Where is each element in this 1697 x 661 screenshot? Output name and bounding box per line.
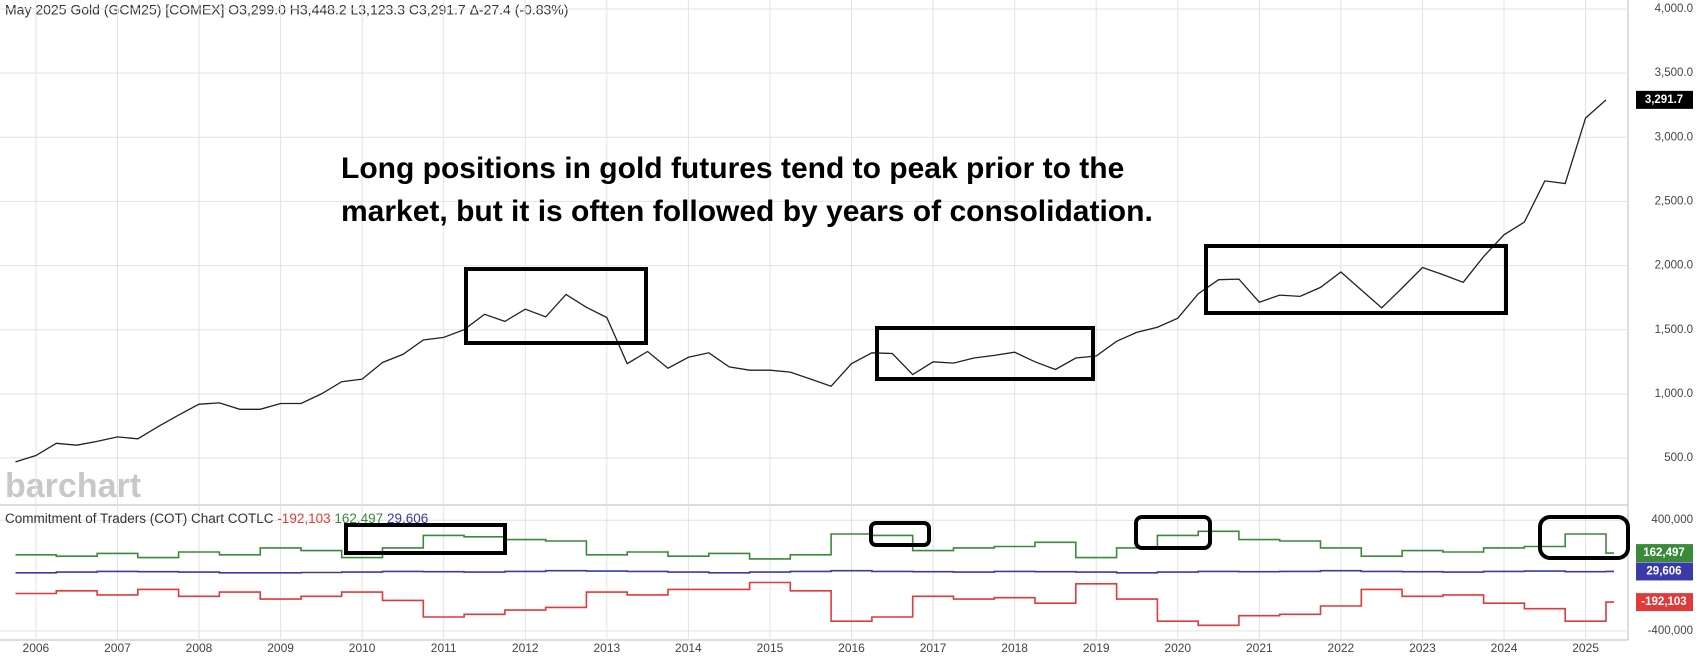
last-value-flag [1636, 593, 1693, 612]
price-line [15, 99, 1607, 463]
x-tick-label: 2017 [920, 641, 947, 655]
highlight-box [464, 267, 648, 345]
highlight-box [344, 523, 507, 555]
y-tick-label: 3,000.0 [1655, 131, 1693, 143]
x-tick-label: 2021 [1246, 641, 1273, 655]
y-tick-label: 2,000.0 [1655, 260, 1693, 272]
y-tick-label: 500.0 [1664, 452, 1693, 464]
annotation: Long positions in gold futures tend to p… [341, 152, 1124, 185]
cot-line [15, 581, 1614, 627]
x-tick-label: 2013 [593, 641, 620, 655]
x-tick-label: 2024 [1491, 641, 1518, 655]
x-tick-label: 2008 [186, 641, 213, 655]
last-value-label: 162,497 [1643, 547, 1685, 559]
y-tick-label: 1,500.0 [1655, 324, 1693, 336]
last-value-label: 3,291.7 [1645, 94, 1683, 106]
x-tick-label: 2015 [757, 641, 784, 655]
x-tick-label: 2011 [431, 641, 457, 655]
y-tick-label: 400,000 [1651, 514, 1693, 526]
cot-line [15, 569, 1614, 574]
x-tick-label: 2014 [675, 641, 702, 655]
x-tick-label: 2020 [1164, 641, 1191, 655]
x-tick-label: 2023 [1409, 641, 1436, 655]
highlight-box [875, 326, 1095, 381]
highlight-box [1204, 244, 1508, 315]
header: May 2025 Gold (GCM25) [COMEX] O3,299.0 H… [5, 2, 568, 18]
y-tick-label: 2,500.0 [1655, 195, 1693, 207]
x-tick-label: 2007 [104, 641, 131, 655]
x-tick-label: 2010 [349, 641, 376, 655]
last-value-flag [1636, 90, 1693, 109]
annotation: market, but it is often followed by year… [341, 195, 1153, 228]
last-value-label: 29,606 [1646, 565, 1681, 577]
x-tick-label: 2009 [267, 641, 294, 655]
y-tick-label: -400,000 [1648, 625, 1693, 637]
highlight-box [869, 521, 931, 547]
x-tick-label: 2025 [1572, 641, 1599, 655]
y-tick-label: 3,500.0 [1655, 67, 1693, 79]
last-value-label: -192,103 [1641, 596, 1686, 608]
cot-title: Commitment of Traders (COT) Chart COTLC … [5, 511, 428, 526]
x-tick-label: 2012 [512, 641, 539, 655]
highlight-box [1538, 515, 1630, 560]
y-tick-label: 1,000.0 [1655, 388, 1693, 400]
watermark: barchart [5, 467, 141, 505]
x-tick-label: 2019 [1083, 641, 1110, 655]
last-value-flag [1636, 562, 1693, 581]
x-tick-label: 2018 [1001, 641, 1028, 655]
highlight-box [1134, 515, 1212, 550]
y-tick-label: 4,000.0 [1655, 3, 1693, 15]
cot-line [15, 530, 1614, 560]
x-tick-label: 2016 [838, 641, 865, 655]
x-tick-label: 2022 [1328, 641, 1355, 655]
last-value-flag [1636, 544, 1693, 563]
x-tick-label: 2006 [23, 641, 50, 655]
